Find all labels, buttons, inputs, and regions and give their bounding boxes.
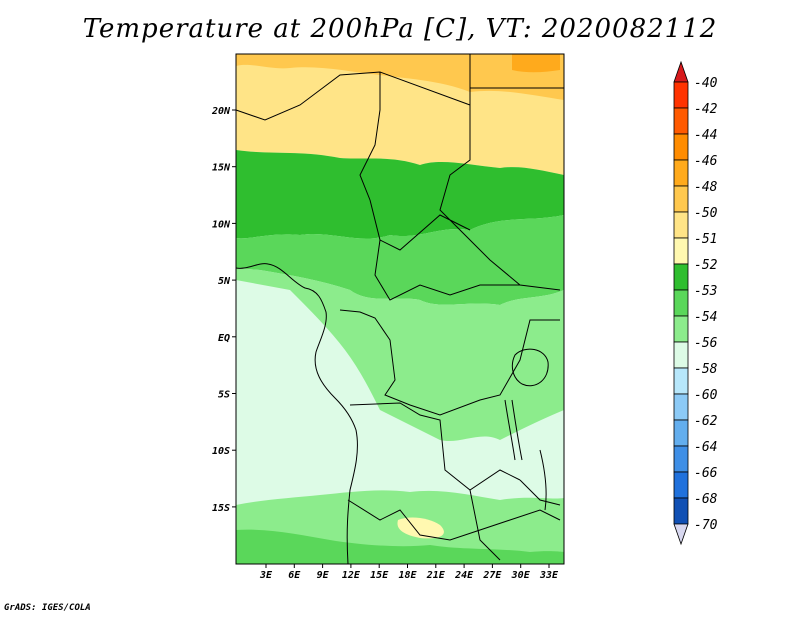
colorbar-segment (673, 107, 689, 135)
lat-tick-label: 15N (212, 163, 231, 174)
border-h (347, 499, 561, 541)
colorbar-label: -64 (694, 440, 717, 455)
field-green-medium (236, 215, 564, 305)
colorbar-segment (673, 133, 689, 161)
colorbar-label: -70 (694, 518, 718, 533)
colorbar-label: -54 (694, 310, 717, 325)
field-orange-ne (512, 54, 560, 73)
lat-tick-label: EQ (218, 333, 230, 344)
colorbar-segment (673, 315, 689, 343)
lon-tick-label: 12E (342, 570, 361, 581)
lat-tick-label: 10N (212, 219, 231, 230)
colorbar-segment (673, 471, 689, 499)
lon-tick-label: 27E (482, 570, 502, 581)
colorbar-segment (673, 81, 689, 109)
lake-victoria (511, 348, 549, 387)
colorbar-label: -68 (694, 492, 718, 507)
colorbar-top-arrow (673, 60, 689, 83)
colorbar-segment (673, 263, 689, 291)
border-i (469, 479, 561, 561)
colorbar-segment (673, 211, 689, 239)
lake-malawi (539, 449, 547, 511)
lon-tick-label: 30E (511, 570, 531, 581)
lat-tick-label: 5N (218, 276, 231, 287)
colorbar-label: -58 (694, 362, 718, 377)
lon-tick-label: 33E (539, 570, 559, 581)
colorbar-label: -51 (694, 232, 717, 247)
footer-credit: GrADS: IGES/COLA (4, 603, 91, 613)
colorbar-segment (673, 159, 689, 187)
colorbar-segment (673, 497, 689, 525)
colorbar-segment (673, 185, 689, 213)
lon-tick-label: 24E (454, 570, 474, 581)
field-green-dark (236, 150, 564, 239)
border-g (349, 402, 521, 491)
colorbar-label: -46 (694, 154, 718, 169)
lake-tanganyika (504, 399, 523, 461)
border-b (359, 72, 381, 201)
colorbar-segment (673, 289, 689, 317)
map-frame (235, 53, 565, 565)
colorbar-label: -42 (694, 102, 718, 117)
colorbar-label: -44 (694, 128, 717, 143)
chart-title: Temperature at 200hPa [C], VT: 202008211… (82, 14, 718, 44)
lon-tick-label: 9E (317, 570, 330, 581)
field-yellow-south (397, 517, 444, 539)
lon-axis: 3E 6E 9E 12E 15E 18E 21E 24E 27E 30E 33E (259, 564, 559, 581)
colorbar-bottom-arrow (673, 523, 689, 546)
border-e (374, 239, 520, 301)
colorbar-label: -53 (694, 284, 717, 299)
lat-tick-label: 15S (212, 503, 230, 514)
lon-tick-label: 6E (288, 570, 301, 581)
lat-tick-label: 10S (212, 446, 230, 457)
colorbar-label: -52 (694, 258, 718, 273)
colorbar-label: -66 (694, 466, 718, 481)
border-d (369, 199, 471, 251)
colorbar-segment (673, 393, 689, 421)
colorbar-label: -62 (694, 414, 718, 429)
colorbar-label: -48 (694, 180, 718, 195)
colorbar-segment (673, 237, 689, 265)
colorbar-label: -50 (694, 206, 718, 221)
field-green-light (236, 268, 564, 442)
colorbar-label: -56 (694, 336, 718, 351)
field-green-south-dark (236, 529, 564, 564)
colorbar-label: -40 (694, 76, 718, 91)
lat-tick-label: 5S (218, 390, 230, 401)
colorbar-segment (673, 367, 689, 395)
temperature-field (236, 54, 564, 564)
lon-tick-label: 15E (370, 570, 389, 581)
lat-axis: 20N 15N 10N 5N EQ 5S 10S 15S (211, 106, 236, 514)
lon-tick-label: 21E (426, 570, 446, 581)
colorbar-segment (673, 419, 689, 447)
colorbar-segment (673, 341, 689, 369)
lon-tick-label: 3E (259, 570, 273, 581)
coastline (235, 263, 358, 565)
colorbar: -40 -42 -44 -46 -48 -50 -51 -52 -53 -54 -56 -58 -60 -… (673, 60, 718, 546)
border-f (339, 309, 560, 416)
country-borders (235, 54, 564, 565)
lat-tick-label: 20N (211, 106, 231, 117)
colorbar-segment (673, 445, 689, 473)
lon-tick-label: 18E (398, 570, 417, 581)
colorbar-label: -60 (694, 388, 718, 403)
